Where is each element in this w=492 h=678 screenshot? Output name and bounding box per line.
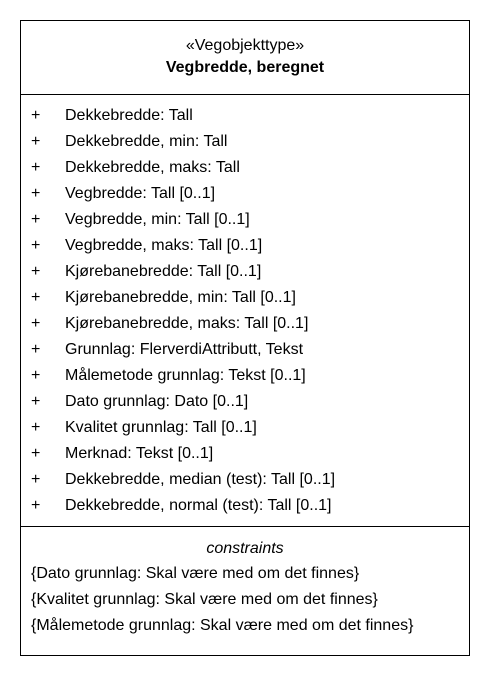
constraints-title: constraints	[206, 540, 284, 557]
attribute-text: Vegbredde, maks: Tall [0..1]	[65, 237, 263, 254]
attribute-row: + Dekkebredde: Tall	[21, 103, 469, 129]
attribute-visibility: +	[31, 211, 41, 228]
attribute-visibility: +	[31, 107, 41, 124]
attribute-visibility: +	[31, 445, 41, 462]
attribute-row: + Dekkebredde, maks: Tall	[21, 155, 469, 181]
attribute-visibility: +	[31, 367, 41, 384]
attributes-compartment: + Dekkebredde: Tall + Dekkebredde, min: Ta…	[21, 95, 469, 527]
attribute-text: Kjørebanebredde, maks: Tall [0..1]	[65, 315, 309, 332]
attribute-row: + Kjørebanebredde, maks: Tall [0..1]	[21, 311, 469, 337]
attribute-row: + Dekkebredde, median (test): Tall [0..1]	[21, 467, 469, 493]
attribute-text: Dekkebredde, maks: Tall	[65, 159, 240, 176]
attribute-text: Grunnlag: FlerverdiAttributt, Tekst	[65, 341, 304, 358]
attribute-text: Merknad: Tekst [0..1]	[65, 445, 214, 462]
constraint-item: {Dato grunnlag: Skal være med om det fin…	[31, 565, 360, 582]
attribute-visibility: +	[31, 471, 41, 488]
constraint-item: {Målemetode grunnlag: Skal være med om d…	[31, 617, 414, 634]
attribute-visibility: +	[31, 497, 41, 514]
attribute-row: + Kvalitet grunnlag: Tall [0..1]	[21, 415, 469, 441]
attribute-visibility: +	[31, 133, 41, 150]
attribute-text: Målemetode grunnlag: Tekst [0..1]	[65, 367, 306, 384]
attribute-row: + Grunnlag: FlerverdiAttributt, Tekst	[21, 337, 469, 363]
attribute-row: + Dato grunnlag: Dato [0..1]	[21, 389, 469, 415]
attribute-row: + Målemetode grunnlag: Tekst [0..1]	[21, 363, 469, 389]
class-stereotype: «Vegobjekttype»	[185, 37, 305, 54]
constraint-item: {Kvalitet grunnlag: Skal være med om det…	[31, 591, 378, 608]
attribute-text: Kvalitet grunnlag: Tall [0..1]	[65, 419, 257, 436]
attribute-visibility: +	[31, 289, 41, 306]
uml-class-box: «Vegobjekttype» Vegbredde, beregnet + Dek…	[20, 20, 470, 656]
attribute-visibility: +	[31, 159, 41, 176]
attribute-text: Vegbredde: Tall [0..1]	[65, 185, 216, 202]
attribute-row: + Dekkebredde, normal (test): Tall [0..1]	[21, 493, 469, 519]
attribute-row: + Kjørebanebredde: Tall [0..1]	[21, 259, 469, 285]
attribute-visibility: +	[31, 393, 41, 410]
attribute-row: + Vegbredde, min: Tall [0..1]	[21, 207, 469, 233]
attribute-text: Dekkebredde, median (test): Tall [0..1]	[65, 471, 336, 488]
attribute-visibility: +	[31, 315, 41, 332]
attribute-visibility: +	[31, 185, 41, 202]
constraints-compartment: constraints {Dato grunnlag: Skal være me…	[21, 527, 469, 639]
attribute-text: Kjørebanebredde, min: Tall [0..1]	[65, 289, 296, 306]
attribute-row: + Kjørebanebredde, min: Tall [0..1]	[21, 285, 469, 311]
class-header: «Vegobjekttype» Vegbredde, beregnet	[21, 21, 469, 95]
attribute-text: Dekkebredde: Tall	[65, 107, 193, 124]
class-name: Vegbredde, beregnet	[165, 59, 325, 76]
attribute-text: Vegbredde, min: Tall [0..1]	[65, 211, 250, 228]
attribute-row: + Merknad: Tekst [0..1]	[21, 441, 469, 467]
attribute-visibility: +	[31, 263, 41, 280]
attribute-text: Dekkebredde, min: Tall	[65, 133, 228, 150]
attribute-text: Kjørebanebredde: Tall [0..1]	[65, 263, 262, 280]
attribute-text: Dato grunnlag: Dato [0..1]	[65, 393, 249, 410]
attribute-visibility: +	[31, 341, 41, 358]
attribute-row: + Vegbredde, maks: Tall [0..1]	[21, 233, 469, 259]
attribute-visibility: +	[31, 419, 41, 436]
attribute-row: + Dekkebredde, min: Tall	[21, 129, 469, 155]
attribute-row: + Vegbredde: Tall [0..1]	[21, 181, 469, 207]
attribute-visibility: +	[31, 237, 41, 254]
attribute-text: Dekkebredde, normal (test): Tall [0..1]	[65, 497, 332, 514]
